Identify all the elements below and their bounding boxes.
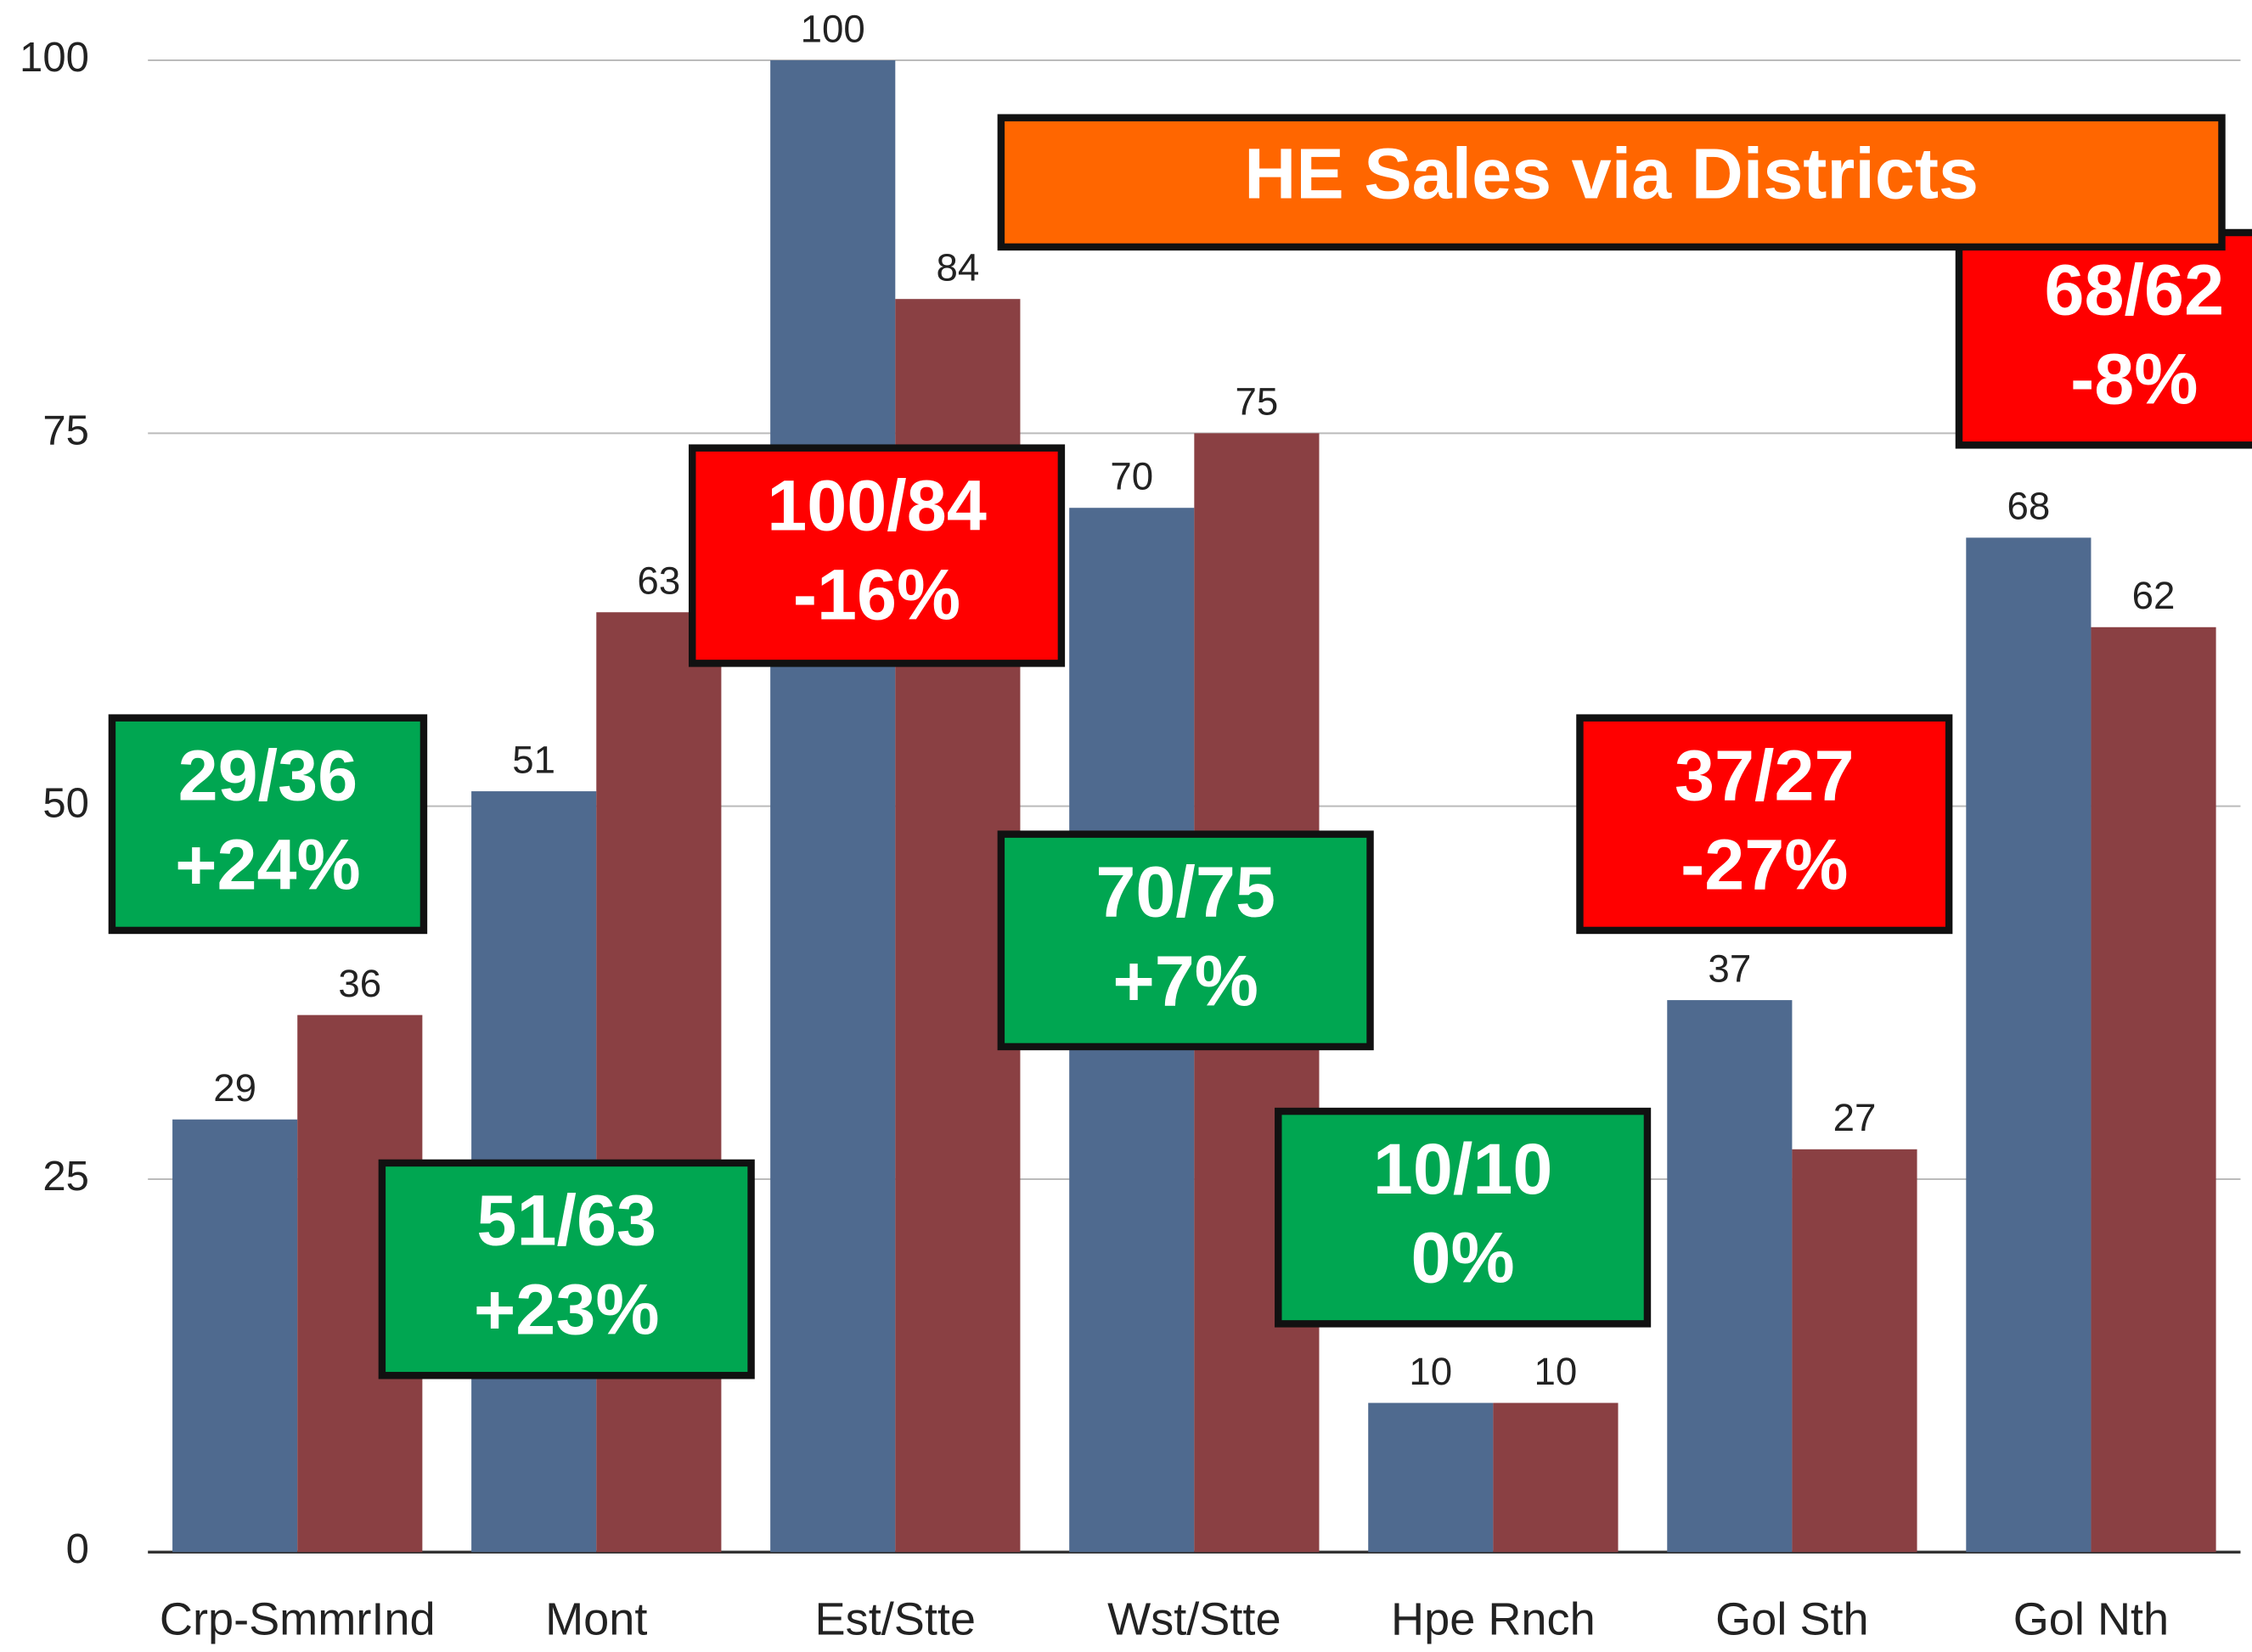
annotation-box bbox=[1576, 714, 1953, 935]
bar bbox=[596, 612, 722, 1553]
value-label: 68 bbox=[2007, 485, 2050, 528]
y-tick-label: 0 bbox=[66, 1526, 89, 1572]
value-label: 37 bbox=[1708, 947, 1751, 990]
annotation-text: 0% bbox=[1411, 1217, 1515, 1298]
chart-title: HE Sales via Districts bbox=[1244, 133, 1979, 214]
x-tick-label: Est/Stte bbox=[815, 1593, 976, 1644]
value-label: 100 bbox=[801, 7, 865, 50]
annotation-box bbox=[378, 1159, 755, 1379]
annotation-text: -16% bbox=[793, 553, 960, 634]
annotation-box bbox=[688, 444, 1066, 667]
bar bbox=[2091, 627, 2216, 1553]
y-tick-label: 50 bbox=[42, 781, 89, 827]
y-tick-label: 25 bbox=[42, 1154, 89, 1200]
annotation-box bbox=[997, 830, 1374, 1051]
value-label: 62 bbox=[2132, 574, 2176, 617]
x-tick-label: Hpe Rnch bbox=[1391, 1593, 1596, 1644]
value-label: 10 bbox=[1409, 1350, 1452, 1393]
bar bbox=[770, 60, 896, 1553]
bar bbox=[172, 1119, 298, 1553]
annotation-box bbox=[1275, 1107, 1652, 1328]
annotation-text: +24% bbox=[175, 823, 361, 904]
value-label: 27 bbox=[1833, 1096, 1877, 1139]
value-label: 29 bbox=[213, 1066, 256, 1110]
annotation-text: 37/27 bbox=[1675, 734, 1855, 815]
bar bbox=[1493, 1402, 1619, 1553]
x-tick-label: Crp-SmmrInd bbox=[160, 1593, 436, 1644]
value-label: 75 bbox=[1236, 380, 1279, 424]
annotation-text: 100/84 bbox=[767, 464, 987, 545]
y-tick-label: 100 bbox=[20, 35, 89, 81]
value-label: 70 bbox=[1110, 454, 1153, 497]
x-tick-label: Mont bbox=[545, 1593, 647, 1644]
annotation-text: -8% bbox=[2070, 339, 2198, 419]
annotation-box bbox=[108, 714, 428, 935]
y-tick-label: 75 bbox=[42, 407, 89, 453]
annotation-text: 10/10 bbox=[1373, 1128, 1553, 1209]
title-box bbox=[997, 114, 2226, 251]
bar bbox=[1667, 1000, 1793, 1553]
value-label: 36 bbox=[338, 962, 381, 1005]
value-label: 10 bbox=[1534, 1350, 1578, 1393]
bar bbox=[1792, 1149, 1917, 1553]
annotation-text: 68/62 bbox=[2045, 250, 2225, 330]
x-tick-label: Gol Nth bbox=[2013, 1593, 2169, 1644]
annotation-text: 29/36 bbox=[178, 734, 358, 815]
annotation-text: 51/63 bbox=[476, 1180, 656, 1261]
x-tick-label: Wst/Stte bbox=[1107, 1593, 1281, 1644]
value-label: 63 bbox=[637, 559, 680, 602]
annotation-text: +23% bbox=[474, 1269, 660, 1350]
annotation-text: -27% bbox=[1681, 823, 1848, 904]
x-tick-label: Gol Sth bbox=[1715, 1593, 1868, 1644]
annotation-text: +7% bbox=[1112, 940, 1258, 1020]
value-label: 84 bbox=[936, 245, 979, 289]
annotation-text: 70/75 bbox=[1095, 851, 1275, 931]
bar bbox=[1368, 1402, 1494, 1553]
bar bbox=[1966, 537, 2092, 1553]
value-label: 51 bbox=[512, 738, 555, 781]
